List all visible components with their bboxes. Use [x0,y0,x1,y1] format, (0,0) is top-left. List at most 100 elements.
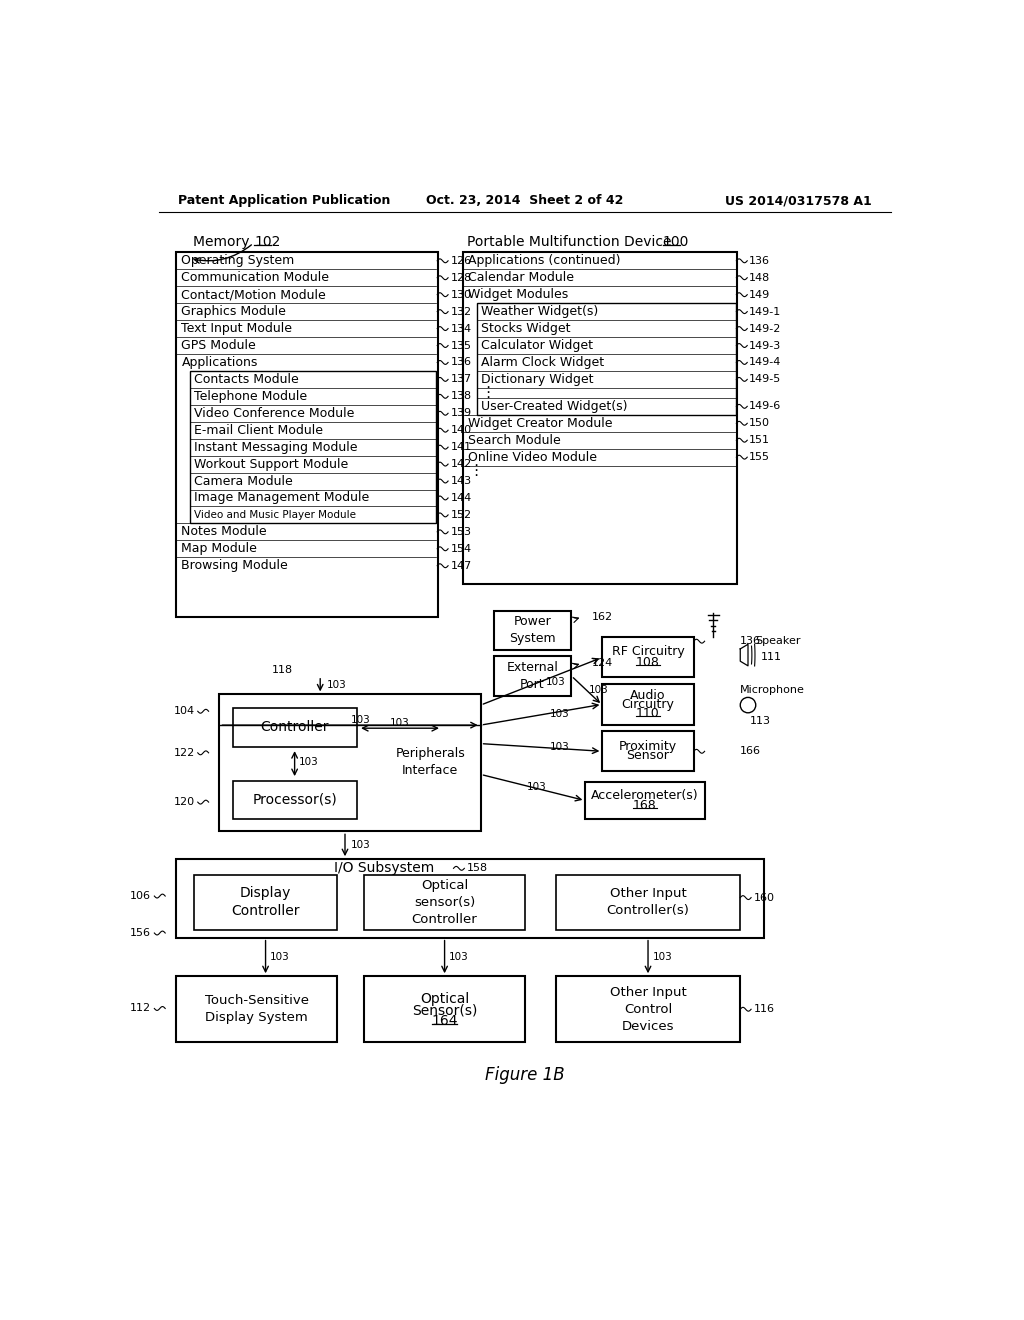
Bar [602,731,693,771]
Text: RF Circuitry: RF Circuitry [611,645,684,659]
Text: 154: 154 [452,544,472,554]
Text: Map Module: Map Module [181,543,257,556]
Text: 103: 103 [299,758,318,767]
Text: Peripherals
Interface: Peripherals Interface [395,747,465,777]
Text: 142: 142 [452,459,472,469]
Text: Widget Creator Module: Widget Creator Module [468,417,612,430]
Text: Other Input
Control
Devices: Other Input Control Devices [609,986,686,1032]
Text: 139: 139 [452,408,472,418]
Text: Optical
sensor(s)
Controller: Optical sensor(s) Controller [412,879,477,925]
Text: 103: 103 [389,718,410,727]
Text: Telephone Module: Telephone Module [194,389,307,403]
Text: 103: 103 [550,742,569,751]
Bar [219,694,480,832]
Text: 102: 102 [254,235,281,248]
Text: 113: 113 [750,715,770,726]
Text: 100: 100 [663,235,689,248]
Text: Contacts Module: Contacts Module [194,372,299,385]
Text: Applications (continued): Applications (continued) [468,255,621,268]
Text: 152: 152 [452,510,472,520]
Bar [232,708,356,747]
Text: Accelerometer(s): Accelerometer(s) [591,789,698,803]
Text: Graphics Module: Graphics Module [181,305,287,318]
Text: 103: 103 [270,952,290,962]
Bar [602,638,693,677]
Circle shape [740,697,756,713]
Text: ⋮: ⋮ [480,385,496,400]
Bar [176,252,438,618]
Text: 120: 120 [173,797,195,807]
Text: 122: 122 [173,748,195,758]
Bar [232,780,356,818]
Text: 104: 104 [173,706,195,717]
Text: 103: 103 [351,841,371,850]
Bar [586,781,706,818]
Text: 149-2: 149-2 [749,323,781,334]
Text: Calculator Widget: Calculator Widget [480,339,593,352]
Text: Portable Multifunction Device: Portable Multifunction Device [467,235,676,248]
Text: GPS Module: GPS Module [181,339,256,352]
Text: 135: 135 [452,341,472,351]
Text: 147: 147 [452,561,472,570]
Text: 149-6: 149-6 [749,401,781,412]
Bar [190,371,436,524]
Text: 124: 124 [592,657,612,668]
Bar [365,977,524,1043]
Text: Online Video Module: Online Video Module [468,450,597,463]
Text: 103: 103 [327,680,346,690]
Text: 141: 141 [452,442,472,453]
Text: 137: 137 [452,375,472,384]
Text: External
Port: External Port [507,661,558,690]
Text: Dictionary Widget: Dictionary Widget [480,372,593,385]
Bar [494,611,571,649]
Text: 106: 106 [130,891,152,902]
Text: 149: 149 [749,289,770,300]
Text: E-mail Client Module: E-mail Client Module [194,424,323,437]
Text: 132: 132 [452,306,472,317]
Text: 116: 116 [755,1005,775,1014]
Bar [477,304,735,414]
Text: Processor(s): Processor(s) [252,793,337,807]
Text: 158: 158 [467,863,487,874]
Text: US 2014/0317578 A1: US 2014/0317578 A1 [725,194,872,207]
Text: 155: 155 [749,453,770,462]
Text: 151: 151 [749,436,770,445]
Text: Video and Music Player Module: Video and Music Player Module [194,510,356,520]
Text: Audio: Audio [631,689,666,702]
Text: Speaker: Speaker [756,636,801,647]
Text: Controller: Controller [260,721,329,734]
Text: 136: 136 [740,636,761,647]
Text: 118: 118 [271,665,293,675]
Text: 149-1: 149-1 [749,306,781,317]
Text: Communication Module: Communication Module [181,271,330,284]
Text: 138: 138 [452,391,472,401]
Text: 128: 128 [452,273,472,282]
Text: Image Management Module: Image Management Module [194,491,369,504]
Text: 156: 156 [130,928,152,939]
Text: 108: 108 [636,656,659,669]
Text: Applications: Applications [181,356,258,370]
Text: 160: 160 [755,892,775,903]
Text: 103: 103 [589,685,609,694]
Text: Proximity: Proximity [618,741,677,754]
Text: 140: 140 [452,425,472,436]
Text: 103: 103 [450,952,469,962]
Text: 103: 103 [526,781,547,792]
Text: 136: 136 [452,358,472,367]
Bar [556,875,740,929]
Text: Video Conference Module: Video Conference Module [194,407,354,420]
Text: Sensor: Sensor [627,750,670,763]
Text: 148: 148 [749,273,770,282]
Bar [602,684,693,725]
Text: Workout Support Module: Workout Support Module [194,458,348,471]
Text: Notes Module: Notes Module [181,525,267,539]
Bar [365,875,524,929]
Bar [556,977,740,1043]
Text: Weather Widget(s): Weather Widget(s) [480,305,598,318]
Text: 103: 103 [550,709,569,719]
Text: Text Input Module: Text Input Module [181,322,293,335]
Text: 103: 103 [546,677,566,686]
Text: 103: 103 [350,714,371,725]
Bar [194,875,337,929]
Text: Sensor(s): Sensor(s) [412,1003,477,1016]
